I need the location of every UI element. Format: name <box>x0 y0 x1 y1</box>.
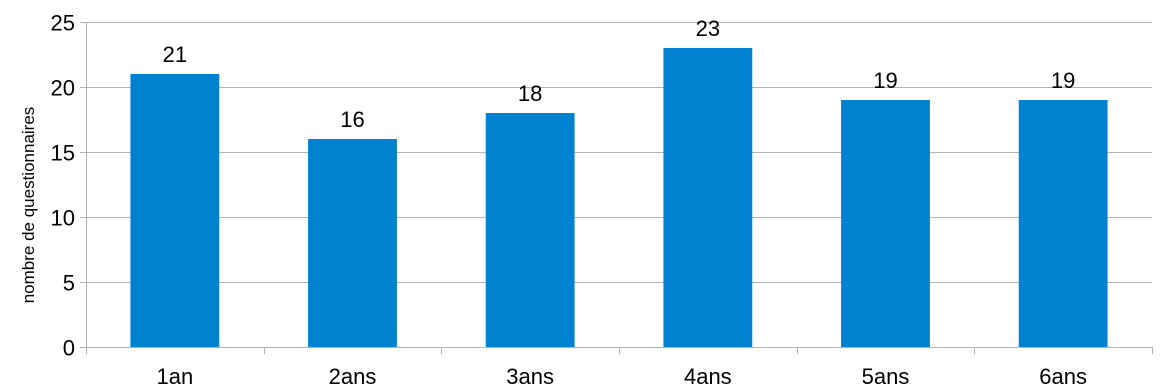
y-tick-label: 5 <box>63 271 75 296</box>
y-tick-label: 15 <box>51 141 75 166</box>
data-label-5ans: 19 <box>873 68 897 93</box>
y-tick-label: 10 <box>51 206 75 231</box>
bar-4ans <box>663 48 753 347</box>
x-tick-label: 2ans <box>329 364 377 389</box>
data-label-1an: 21 <box>163 42 187 67</box>
data-label-6ans: 19 <box>1051 68 1075 93</box>
x-tick-label: 4ans <box>684 364 732 389</box>
bar-6ans <box>1018 100 1108 347</box>
x-tick-label: 3ans <box>506 364 554 389</box>
y-tick-label: 25 <box>51 11 75 36</box>
bar-1an <box>130 74 220 347</box>
data-label-3ans: 18 <box>518 81 542 106</box>
y-axis-title: nombre de questionnaires <box>19 107 38 304</box>
bar-3ans <box>485 113 575 347</box>
axes <box>80 22 1153 354</box>
y-tick-label: 20 <box>51 76 75 101</box>
bar-5ans <box>841 100 930 347</box>
x-tick-label: 1an <box>156 364 193 389</box>
x-tick-label: 5ans <box>862 364 910 389</box>
data-label-4ans: 23 <box>696 16 720 41</box>
y-tick-label: 0 <box>63 336 75 361</box>
gridlines <box>86 22 1152 283</box>
labels: 0 5 10 15 20 25 21 1an 16 2ans 18 3ans 23 4ans 19 5ans 1… <box>51 11 1088 390</box>
x-tick-label: 6ans <box>1039 364 1087 389</box>
data-label-2ans: 16 <box>340 107 364 132</box>
bar-2ans <box>308 139 397 347</box>
bars <box>130 48 1108 347</box>
